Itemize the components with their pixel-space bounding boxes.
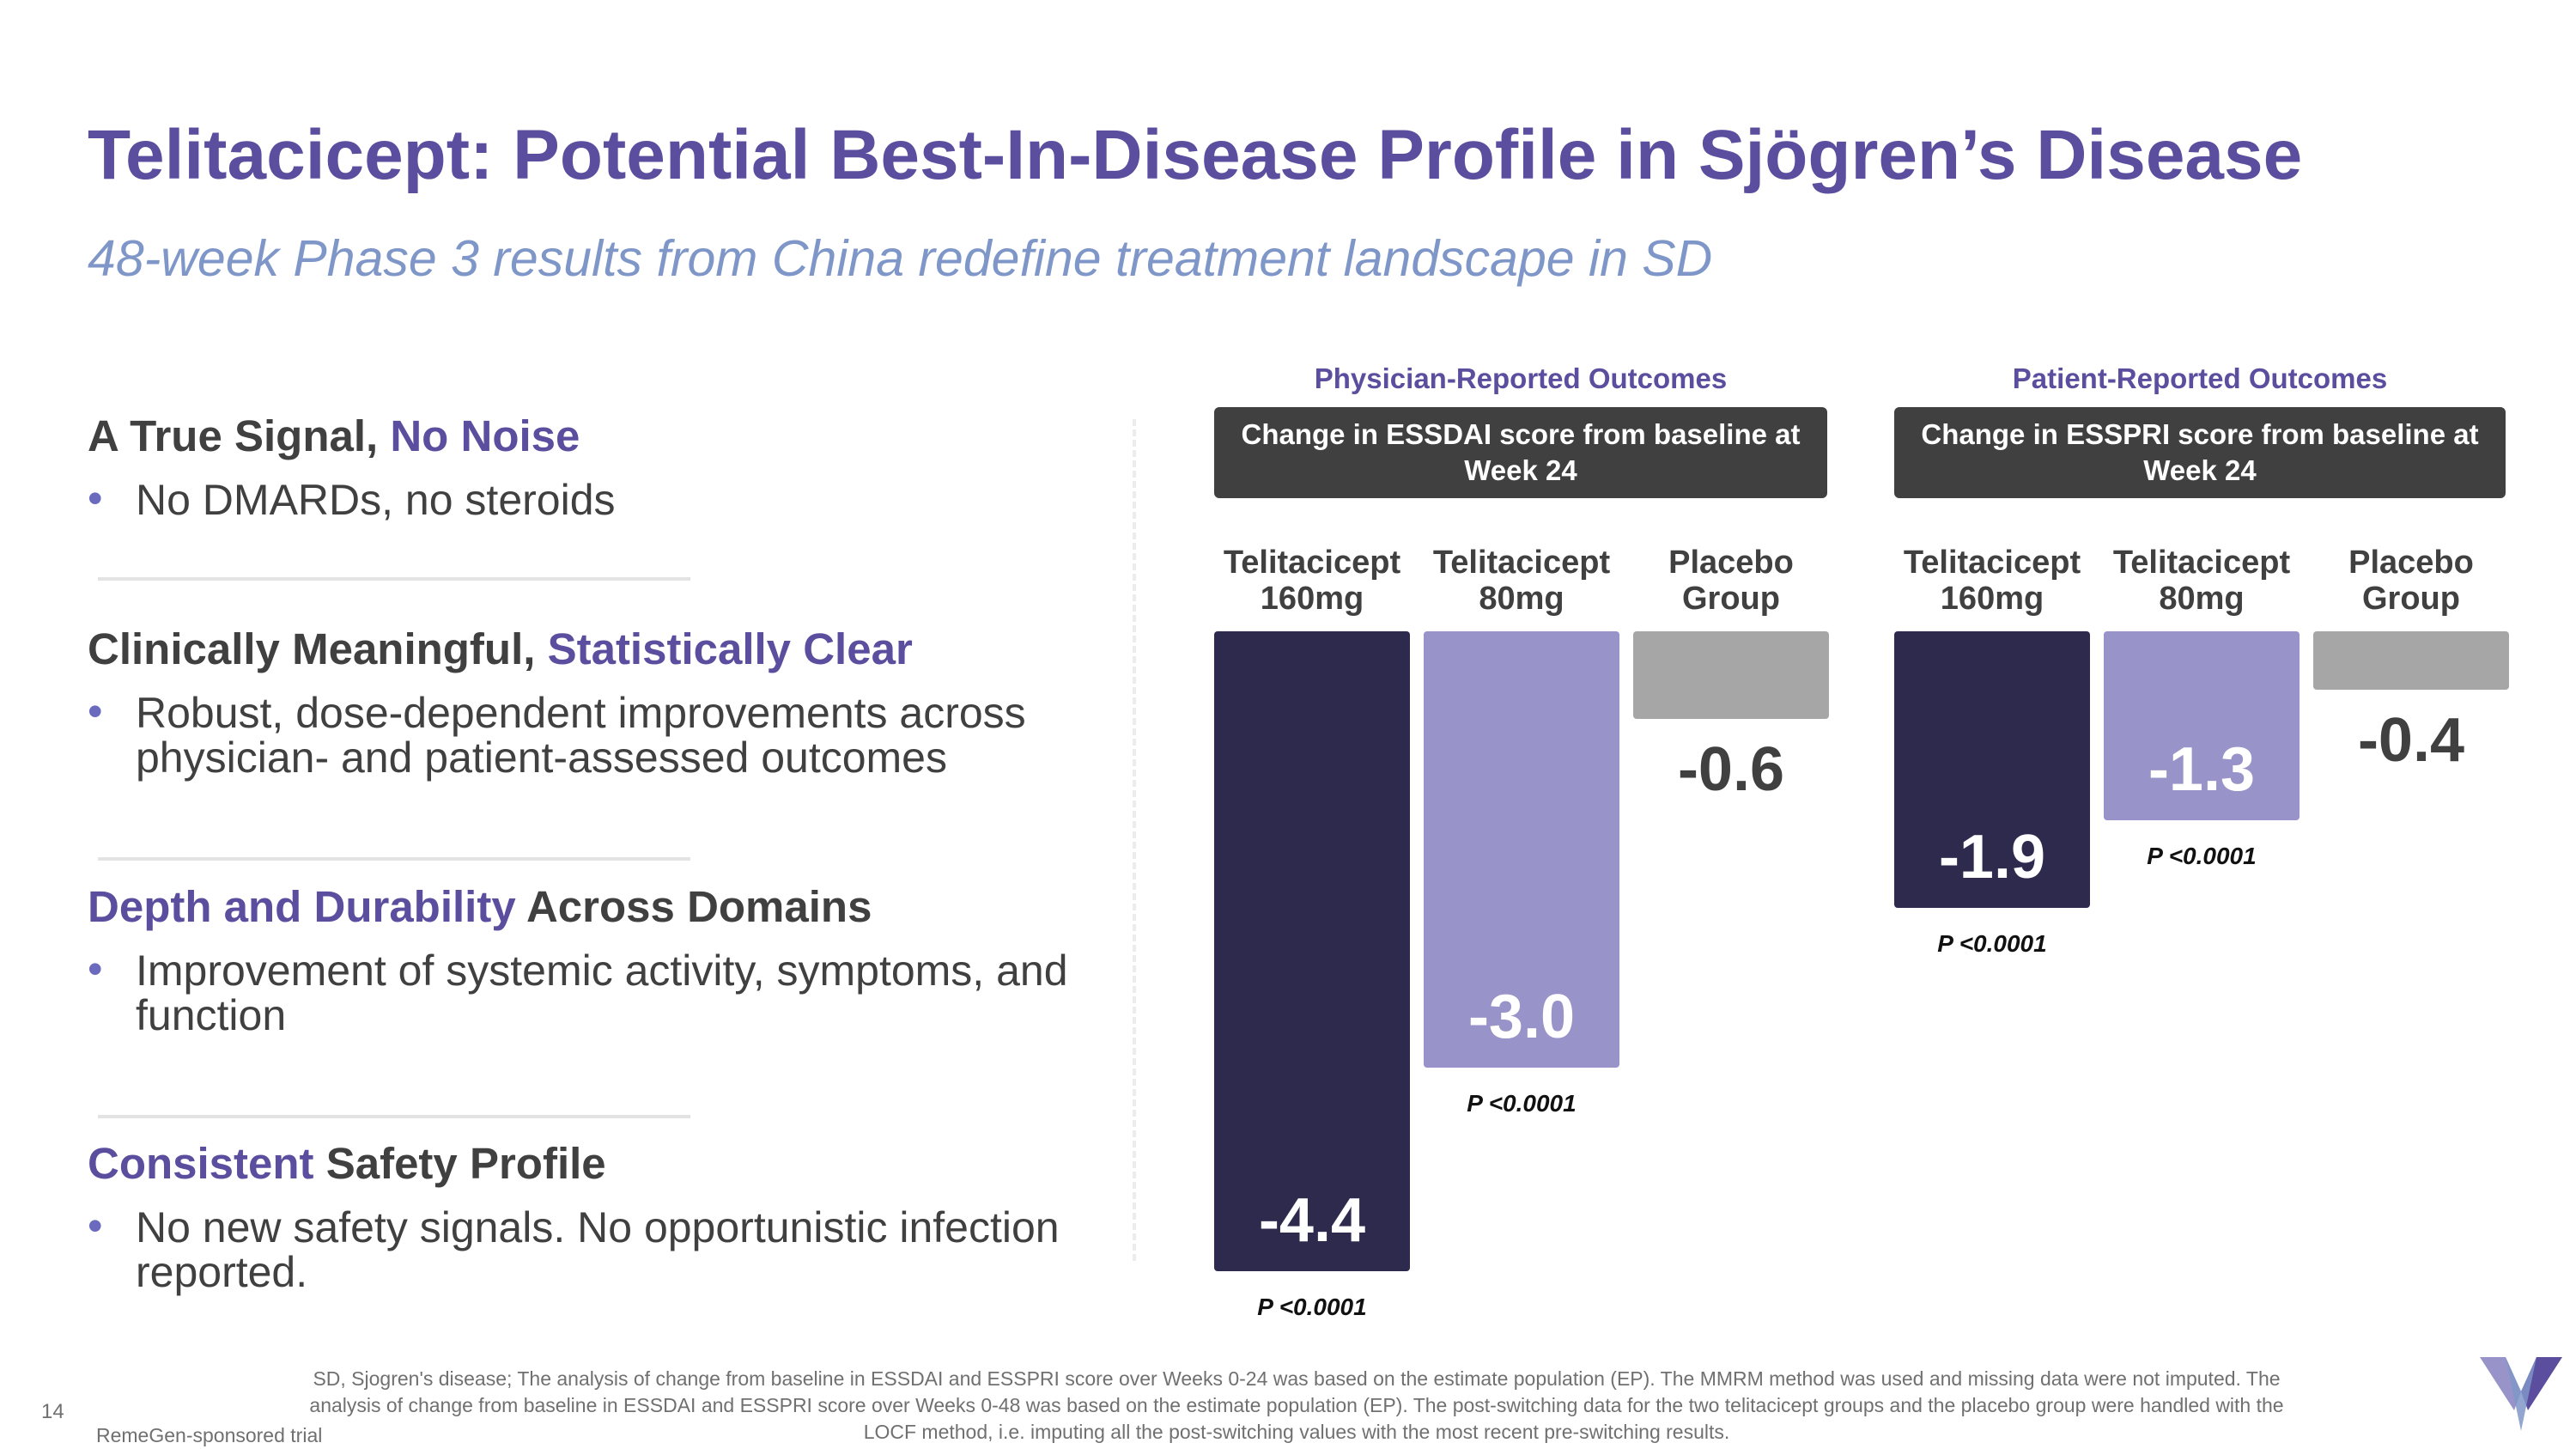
category-label: Telitacicept 80mg — [2112, 545, 2291, 617]
sponsor-note: RemeGen-sponsored trial — [96, 1424, 323, 1446]
chart-group-title: Physician-Reported Outcomes — [1314, 362, 1728, 394]
divider — [98, 1115, 690, 1118]
footnote-line: SD, Sjogren's disease; The analysis of c… — [313, 1367, 2281, 1390]
page-title: Telitacicept: Potential Best-In-Disease … — [88, 116, 2303, 194]
category-label: Telitacicept 160mg — [1223, 545, 1401, 617]
p-value-label: P <0.0001 — [1467, 1090, 1577, 1117]
footnote: SD, Sjogren's disease; The analysis of c… — [197, 1366, 2396, 1446]
key-point-bullet: • Improvement of systemic activity, sympt… — [88, 945, 1068, 1040]
chart-group-title: Patient-Reported Outcomes — [2012, 362, 2388, 394]
chart-bar — [2313, 631, 2509, 690]
key-point-heading: A True Signal, No Noise — [88, 411, 580, 460]
chart-bar — [2104, 631, 2300, 820]
bullet-icon: • — [88, 1202, 103, 1251]
data-label: -0.6 — [1677, 735, 1785, 804]
data-label: -0.4 — [2357, 706, 2465, 775]
key-point-bullet: • No new safety signals. No opportunistic… — [88, 1202, 1060, 1297]
chart-title: Change in ESSDAI score from baseline at … — [1214, 407, 1827, 498]
key-point-bullet: • No DMARDs, no steroids — [88, 474, 616, 525]
chart-bar — [1214, 631, 1410, 1271]
data-label: -1.3 — [2148, 735, 2256, 804]
chart-bar — [1633, 631, 1829, 719]
key-point: A True Signal, No Noise • No DMARDs, no s… — [88, 411, 1118, 525]
chart-bar — [1424, 631, 1619, 1068]
p-value-label: P <0.0001 — [1937, 930, 2047, 957]
bullet-icon: • — [88, 474, 103, 523]
footnote-line: analysis of change from baseline in ESSD… — [309, 1394, 2284, 1416]
data-label: -4.4 — [1258, 1186, 1366, 1255]
key-point: Consistent Safety Profile • No new safety… — [88, 1139, 1118, 1297]
key-point-bullet: • Robust, dose-dependent improvements acr… — [88, 687, 1026, 782]
divider — [98, 857, 690, 861]
category-label: Telitacicept 160mg — [1903, 545, 2081, 617]
p-value-label: P <0.0001 — [1257, 1294, 1367, 1320]
bullet-icon: • — [88, 687, 103, 736]
category-label: Placebo Group — [2348, 545, 2474, 617]
p-value-label: P <0.0001 — [2147, 843, 2257, 869]
column-divider — [1133, 419, 1136, 1261]
key-point-heading: Clinically Meaningful, Statistically Cle… — [88, 624, 913, 673]
key-point: Clinically Meaningful, Statistically Cle… — [88, 624, 1118, 782]
data-label: -3.0 — [1467, 983, 1576, 1051]
divider — [98, 577, 690, 581]
chart-bar — [1894, 631, 2090, 908]
key-point: Depth and Durability Across Domains • Imp… — [88, 882, 1118, 1040]
company-logo-icon — [2480, 1357, 2562, 1431]
page-subtitle: 48-week Phase 3 results from China redef… — [88, 230, 1713, 287]
key-point-heading: Consistent Safety Profile — [88, 1139, 606, 1188]
footnote-line: LOCF method, i.e. imputing all the post-… — [863, 1421, 1730, 1443]
bullet-icon: • — [88, 945, 103, 994]
category-label: Telitacicept 80mg — [1432, 545, 1611, 617]
key-point-heading: Depth and Durability Across Domains — [88, 882, 872, 931]
data-label: -1.9 — [1938, 823, 2046, 892]
category-label: Placebo Group — [1668, 545, 1794, 617]
page-number: 14 — [41, 1400, 64, 1423]
chart-title: Change in ESSPRI score from baseline at … — [1894, 407, 2506, 498]
